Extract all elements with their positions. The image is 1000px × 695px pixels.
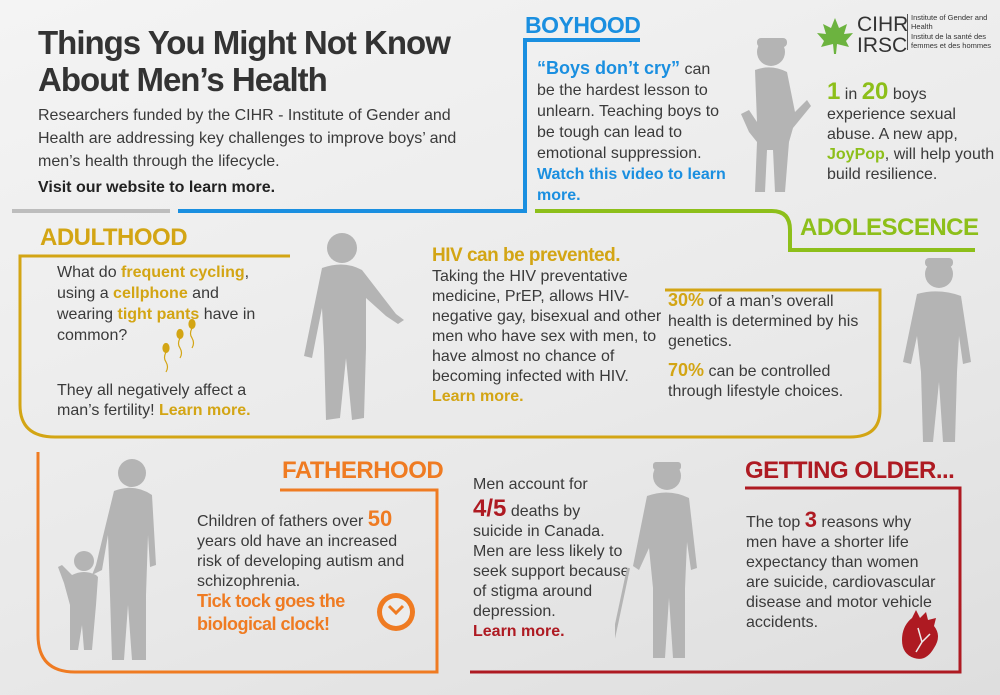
fatherhood-heading: FATHERHOOD <box>282 457 444 484</box>
boys-dont-cry-highlight: “Boys don’t cry” <box>537 58 681 78</box>
clock-icon <box>377 593 415 631</box>
maple-leaf-logo <box>817 18 853 54</box>
q-c: , using a <box>57 264 250 302</box>
q-a: What do <box>57 264 122 281</box>
getting-older-heading: GETTING OLDER... <box>745 457 955 484</box>
getting-older-text-b: reasons why men have a shorter life expe… <box>746 514 936 631</box>
suicide-text: Men account for 4/5 deaths by suicide in… <box>473 475 633 642</box>
adolescence-line <box>535 209 975 252</box>
lifestyle-stat: 70% can be controlled through lifestyle … <box>668 360 868 402</box>
getting-older-text: The top 3 reasons why men have a shorter… <box>746 507 936 633</box>
q-tight-pants: tight pants <box>117 306 200 323</box>
website-link[interactable]: Visit our website to learn more. <box>38 179 276 196</box>
silhouette-man <box>304 233 404 420</box>
stat-70: 70% <box>668 360 705 380</box>
fertility-question: What do frequent cycling, using a cellph… <box>57 262 272 346</box>
adolescence-heading: ADOLESCENCE <box>800 214 979 241</box>
fertility-answer: They all negatively affect a man’s ferti… <box>57 381 282 421</box>
adulthood-heading: ADULTHOOD <box>40 224 188 251</box>
hiv-section: HIV can be prevented. Taking the HIV pre… <box>432 245 662 407</box>
stat-50: 50 <box>367 506 393 531</box>
hiv-text: Taking the HIV preventative medicine, Pr… <box>432 268 662 385</box>
boyhood-heading: BOYHOOD <box>525 12 641 38</box>
genetics-text: of a man’s overall health is determined … <box>668 293 859 350</box>
suicide-intro: Men account for <box>473 476 588 493</box>
lifestyle-text: can be controlled through lifestyle choi… <box>668 363 844 400</box>
adulthood-line <box>18 254 882 439</box>
fatherhood-text: Children of fathers over 50 years old ha… <box>197 506 422 592</box>
boyhood-text: “Boys don’t cry” can be the hardest less… <box>537 58 732 206</box>
watch-video-link[interactable]: Watch this video to learn more. <box>537 166 726 204</box>
silhouette-boy <box>741 38 811 192</box>
stat-20: 20 <box>861 78 889 105</box>
fatherhood-line <box>36 452 439 674</box>
stat-1: 1 <box>827 78 841 105</box>
title-line-2: About Men’s Health <box>38 61 328 98</box>
fatherhood-text-b: years old have an increased risk of deve… <box>197 533 405 590</box>
genetics-stat: 30% of a man’s overall health is determi… <box>668 290 868 352</box>
title-line-1: Things You Might Not Know <box>38 24 451 61</box>
silhouette-old-man <box>615 462 697 658</box>
boyhood-body: can be the hardest lesson to unlearn. Te… <box>537 61 720 162</box>
q-e: and wearing <box>57 285 219 323</box>
boyhood-line <box>178 38 640 213</box>
getting-older-line <box>470 486 962 674</box>
answer-text: They all negatively affect a man’s ferti… <box>57 382 247 419</box>
getting-older-text-a: The top <box>746 514 805 531</box>
silhouette-father-child <box>58 459 156 660</box>
fatherhood-text-a: Children of fathers over <box>197 513 368 530</box>
joypop-link[interactable]: JoyPop <box>827 146 885 163</box>
adolescence-text: 30% of a man’s overall health is determi… <box>668 290 868 402</box>
stat-3: 3 <box>804 507 817 532</box>
logo-name-en: Institute of Gender and Health <box>911 13 988 31</box>
cihr-logo: CIHR IRSC Institute of Gender and Health… <box>815 12 995 62</box>
logo-abbr-fr: IRSC <box>857 34 908 57</box>
sperm-icon <box>162 318 196 373</box>
stat-4-5: 4/5 <box>473 495 507 522</box>
q-g: have in common? <box>57 306 256 344</box>
heart-icon <box>902 610 938 659</box>
stat-in: in <box>840 86 862 103</box>
silhouette-teen <box>903 258 971 442</box>
logo-names: Institute of Gender and Health Institut … <box>907 13 999 50</box>
biological-clock-link[interactable]: Tick tock goes the biological clock! <box>197 591 345 634</box>
fertility-learn-more-link[interactable]: Learn more. <box>158 402 251 419</box>
logo-abbr-en: CIHR <box>857 13 909 36</box>
stat-end: , will help youth build resilience. <box>827 146 995 183</box>
hiv-learn-more-link[interactable]: Learn more. <box>432 388 524 405</box>
suicide-learn-more-link[interactable]: Learn more. <box>473 623 565 640</box>
stat-text: boys experience sexual abuse. A new app, <box>827 86 958 143</box>
intro-text: Researchers funded by the CIHR - Institu… <box>38 107 457 170</box>
q-cellphone: cellphone <box>113 285 188 302</box>
logo-name-fr: Institut de la santé des femmes et des h… <box>911 32 992 50</box>
boyhood-stat: 1 in 20 boys experience sexual abuse. A … <box>827 80 997 185</box>
page-title: Things You Might Not Know About Men’s He… <box>38 24 451 98</box>
stat-30: 30% <box>668 290 705 310</box>
hiv-heading: HIV can be prevented. <box>432 245 621 266</box>
q-cycling: frequent cycling <box>121 264 245 281</box>
suicide-body: deaths by suicide in Canada. Men are les… <box>473 503 630 620</box>
